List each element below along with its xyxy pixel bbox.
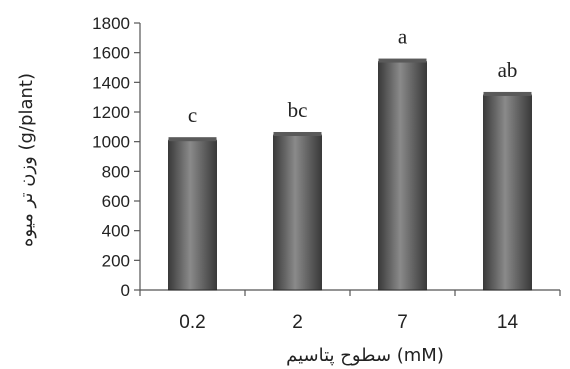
bar bbox=[378, 61, 427, 291]
y-tick-label: 1000 bbox=[92, 133, 130, 152]
data-label: ab bbox=[498, 58, 518, 82]
y-tick-label: 0 bbox=[121, 281, 130, 300]
bar bbox=[273, 134, 322, 291]
x-tick-label: 14 bbox=[497, 312, 519, 333]
x-tick-label: 7 bbox=[397, 312, 408, 333]
bar-top-cap bbox=[483, 91, 532, 96]
y-tick-label: 800 bbox=[102, 162, 130, 181]
bar bbox=[168, 139, 217, 291]
x-axis: 0.2 2 7 14 bbox=[139, 289, 561, 333]
bars bbox=[168, 58, 532, 291]
y-axis: 0 200 400 600 800 1000 1200 1400 1600 1800 bbox=[92, 14, 141, 300]
bar-top-cap bbox=[378, 58, 427, 63]
bar bbox=[483, 94, 532, 291]
y-tick-label: 1400 bbox=[92, 73, 130, 92]
data-label: a bbox=[398, 25, 408, 49]
y-tick-label: 1600 bbox=[92, 44, 130, 63]
x-tick-label: 2 bbox=[292, 312, 303, 333]
data-label: c bbox=[188, 103, 197, 127]
y-tick-label: 400 bbox=[102, 222, 130, 241]
x-axis-title: سطوح پتاسیم (mM) bbox=[286, 345, 444, 366]
data-labels: c bc a ab bbox=[188, 25, 518, 128]
y-tick-label: 200 bbox=[102, 251, 130, 270]
bar-top-cap bbox=[273, 131, 322, 136]
bar-top-cap bbox=[168, 137, 217, 142]
y-axis-title: وزن تر میوه (g/plant) bbox=[16, 73, 37, 247]
y-tick-label: 1200 bbox=[92, 103, 130, 122]
data-label: bc bbox=[288, 98, 308, 122]
y-tick-label: 600 bbox=[102, 192, 130, 211]
y-tick-label: 1800 bbox=[92, 14, 130, 33]
x-tick-label: 0.2 bbox=[179, 312, 205, 333]
